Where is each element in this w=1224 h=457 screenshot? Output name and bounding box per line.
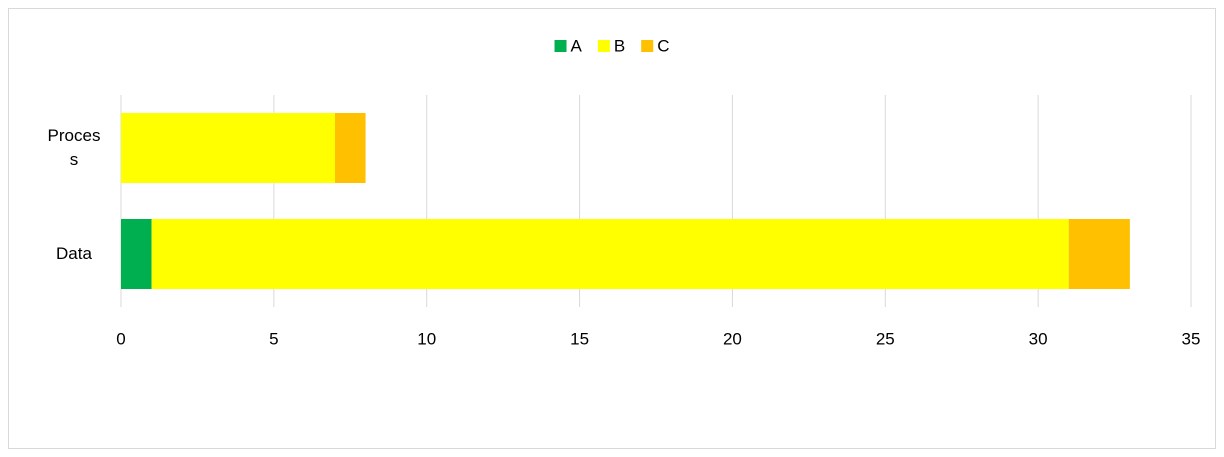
legend-swatch: [554, 40, 567, 52]
y-tick-label: Process: [47, 126, 101, 169]
bar-segment: [121, 219, 152, 289]
x-tick-label: 5: [269, 329, 278, 348]
bar-segment: [1068, 219, 1130, 289]
x-tick-label: 10: [417, 329, 436, 348]
bar-segment: [335, 113, 366, 183]
x-tick-label: 25: [876, 329, 895, 348]
x-tick-label: 30: [1029, 329, 1048, 348]
x-tick-label: 35: [1182, 329, 1201, 348]
legend-label: B: [614, 36, 625, 55]
legend-label: A: [571, 36, 583, 55]
x-tick-label: 0: [116, 329, 125, 348]
bar-segment: [151, 219, 1069, 289]
legend-label: C: [657, 36, 669, 55]
x-tick-label: 15: [570, 329, 589, 348]
legend-swatch: [597, 40, 610, 52]
y-tick-label: Data: [56, 244, 92, 263]
bar-segment: [121, 113, 335, 183]
x-tick-label: 20: [723, 329, 742, 348]
legend-swatch: [641, 40, 654, 52]
